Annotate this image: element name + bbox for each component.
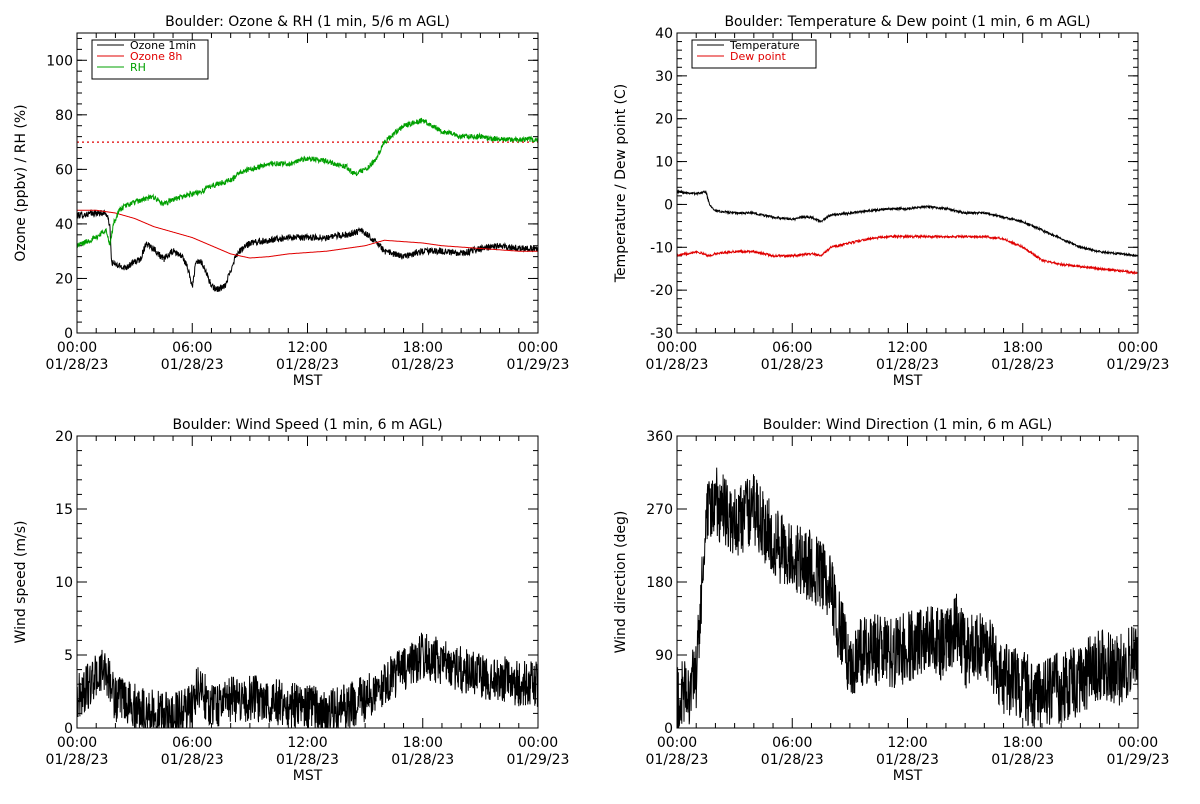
- x-tick-label-time: 06:00: [172, 735, 212, 751]
- y-tick-label: 40: [55, 217, 73, 233]
- y-tick-label: 60: [55, 162, 73, 178]
- x-tick-label-time: 18:00: [403, 340, 443, 356]
- x-tick-label-time: 12:00: [287, 340, 327, 356]
- y-axis-label: Wind speed (m/s): [13, 521, 29, 644]
- plot-frame: [676, 435, 1139, 729]
- y-axis-label: Ozone (ppbv) / RH (%): [13, 104, 29, 261]
- chart-panel-2: Boulder: Temperature & Dew point (1 min,…: [613, 14, 1169, 389]
- chart-panel-1: Boulder: Ozone & RH (1 min, 5/6 m AGL) Oz…: [13, 14, 569, 389]
- series-line-temperature: [676, 189, 1139, 258]
- x-tick-label-date: 01/28/23: [276, 357, 339, 373]
- x-tick-label-time: 06:00: [772, 735, 812, 751]
- plot-frame: [676, 32, 1139, 334]
- y-tick-label: 20: [55, 271, 73, 287]
- y-tick-label: 270: [646, 502, 673, 518]
- x-tick-label-time: 06:00: [172, 340, 212, 356]
- y-tick-label: 20: [655, 112, 673, 128]
- x-tick-label-date: 01/28/23: [46, 752, 109, 768]
- x-tick-label-time: 00:00: [518, 735, 558, 751]
- legend-label: Temperature: [729, 39, 800, 52]
- x-tick-label-time: 00:00: [1118, 735, 1158, 751]
- x-tick-label-date: 01/28/23: [876, 752, 939, 768]
- legend-box: [91, 39, 209, 80]
- y-tick-label: -20: [650, 283, 673, 299]
- series-line-rh: [76, 117, 539, 249]
- x-tick-label-time: 00:00: [57, 735, 97, 751]
- x-tick-label-date: 01/28/23: [161, 752, 224, 768]
- x-axis-label: MST: [293, 373, 323, 389]
- chart-panel-4: Boulder: Wind Direction (1 min, 6 m AGL)…: [613, 417, 1169, 784]
- series-line-dew-point: [676, 233, 1139, 276]
- x-tick-label-date: 01/29/23: [507, 357, 570, 373]
- x-tick-label-time: 06:00: [772, 340, 812, 356]
- y-tick-label: 10: [655, 155, 673, 171]
- y-tick-label: 30: [655, 69, 673, 85]
- plot-frame: [76, 435, 539, 729]
- x-tick-label-date: 01/28/23: [276, 752, 339, 768]
- series-line-1: [76, 632, 539, 729]
- x-tick-label-date: 01/28/23: [646, 752, 709, 768]
- x-tick-label-time: 00:00: [657, 340, 697, 356]
- plot-frame: [76, 32, 539, 334]
- x-tick-label-time: 00:00: [518, 340, 558, 356]
- x-axis-label: MST: [893, 373, 923, 389]
- x-tick-label-date: 01/28/23: [991, 357, 1054, 373]
- chart-title: Boulder: Wind Speed (1 min, 6 m AGL): [172, 417, 442, 433]
- y-tick-label: 10: [55, 575, 73, 591]
- legend-label: Dew point: [730, 50, 786, 63]
- y-tick-label: 40: [655, 26, 673, 42]
- x-tick-label-time: 00:00: [57, 340, 97, 356]
- x-tick-label-date: 01/28/23: [761, 752, 824, 768]
- y-tick-label: 90: [655, 648, 673, 664]
- x-tick-label-date: 01/29/23: [1107, 357, 1170, 373]
- y-tick-label: -30: [650, 326, 673, 342]
- y-tick-label: 15: [55, 502, 73, 518]
- y-tick-label: 80: [55, 108, 73, 124]
- legend-label: RH: [130, 61, 146, 74]
- chart-title: Boulder: Wind Direction (1 min, 6 m AGL): [763, 417, 1052, 433]
- chart-panel-3: Boulder: Wind Speed (1 min, 6 m AGL) Wind…: [13, 417, 569, 784]
- y-tick-label: 180: [646, 575, 673, 591]
- y-tick-label: 0: [64, 326, 73, 342]
- x-tick-label-date: 01/28/23: [761, 357, 824, 373]
- y-tick-label: 20: [55, 429, 73, 445]
- x-tick-label-date: 01/28/23: [391, 357, 454, 373]
- series-line-1: [676, 467, 1139, 729]
- chart-title: Boulder: Ozone & RH (1 min, 5/6 m AGL): [165, 14, 450, 30]
- x-tick-label-date: 01/29/23: [1107, 752, 1170, 768]
- chart-title: Boulder: Temperature & Dew point (1 min,…: [724, 14, 1090, 30]
- y-axis-label: Temperature / Dew point (C): [613, 84, 629, 283]
- series-line-ozone-1min: [76, 208, 539, 292]
- y-axis-label: Wind direction (deg): [613, 511, 629, 654]
- x-tick-label-time: 12:00: [887, 340, 927, 356]
- x-tick-label-date: 01/28/23: [876, 357, 939, 373]
- y-tick-label: 360: [646, 429, 673, 445]
- y-tick-label: 0: [64, 721, 73, 737]
- x-axis-label: MST: [893, 768, 923, 784]
- series-line-ozone-8h: [77, 209, 538, 259]
- x-tick-label-time: 18:00: [403, 735, 443, 751]
- y-tick-label: 100: [46, 53, 73, 69]
- x-tick-label-time: 00:00: [657, 735, 697, 751]
- x-axis-label: MST: [293, 768, 323, 784]
- y-tick-label: 0: [664, 721, 673, 737]
- legend-label: Ozone 1min: [130, 39, 196, 52]
- legend-label: Ozone 8h: [130, 50, 182, 63]
- x-tick-label-time: 12:00: [887, 735, 927, 751]
- x-tick-label-date: 01/28/23: [161, 357, 224, 373]
- x-tick-label-date: 01/29/23: [507, 752, 570, 768]
- x-tick-label-date: 01/28/23: [391, 752, 454, 768]
- x-tick-label-time: 12:00: [287, 735, 327, 751]
- x-tick-label-time: 18:00: [1003, 340, 1043, 356]
- x-tick-label-date: 01/28/23: [991, 752, 1054, 768]
- y-tick-label: 5: [64, 648, 73, 664]
- y-tick-label: 0: [664, 197, 673, 213]
- y-tick-label: -10: [650, 240, 673, 256]
- x-tick-label-date: 01/28/23: [46, 357, 109, 373]
- x-tick-label-date: 01/28/23: [646, 357, 709, 373]
- x-tick-label-time: 00:00: [1118, 340, 1158, 356]
- x-tick-label-time: 18:00: [1003, 735, 1043, 751]
